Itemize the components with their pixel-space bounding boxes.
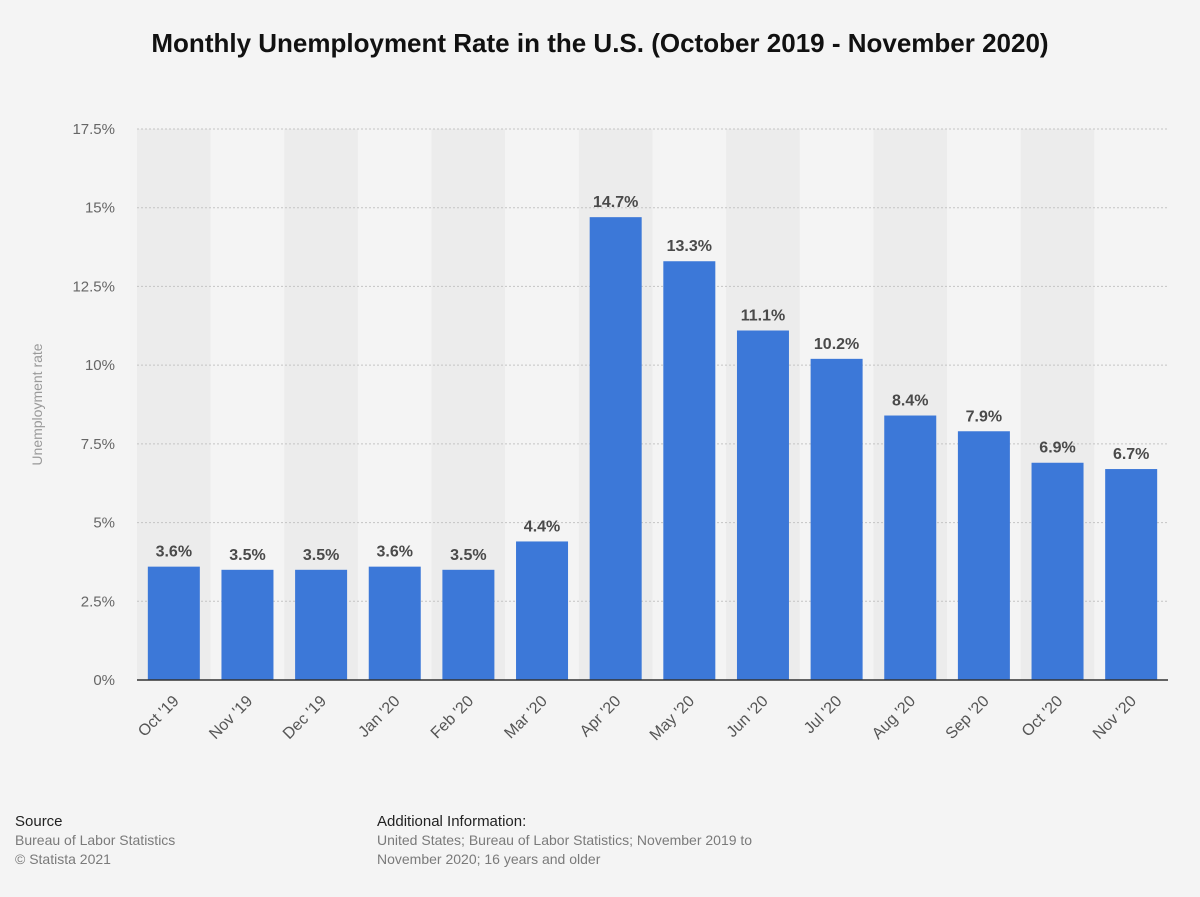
bar-value-label: 6.9% <box>1039 440 1075 457</box>
y-tick-label: 7.5% <box>81 436 115 453</box>
additional-info-line: United States; Bureau of Labor Statistic… <box>377 832 753 848</box>
additional-info-line: November 2020; 16 years and older <box>377 851 601 867</box>
y-tick-label: 15% <box>85 200 115 217</box>
x-tick-label: May '20 <box>647 693 698 744</box>
bar-value-label: 4.4% <box>524 518 560 535</box>
x-tick-label: Oct '19 <box>135 693 183 741</box>
y-tick-label: 2.5% <box>81 593 115 610</box>
y-axis-title: Unemployment rate <box>29 343 45 465</box>
y-tick-label: 10% <box>85 357 115 374</box>
bar <box>1105 469 1158 680</box>
source-block: Source Bureau of Labor Statistics © Stat… <box>15 812 315 869</box>
x-tick-label: Aug '20 <box>869 693 919 743</box>
bar <box>957 431 1010 680</box>
bar-value-label: 6.7% <box>1113 446 1149 463</box>
x-tick-label: Oct '20 <box>1019 693 1067 741</box>
bar-value-label: 3.6% <box>156 544 192 561</box>
bar <box>736 330 789 680</box>
bar <box>442 569 495 680</box>
bar-value-label: 3.6% <box>377 544 413 561</box>
bar <box>810 358 863 680</box>
x-tick-label: Jun '20 <box>724 693 772 741</box>
bar <box>516 541 569 680</box>
bar-chart: 0% 2.5% 5% 7.5% 10% 12.5% 15% 17.5% Unemployment… <box>29 121 1168 744</box>
bar <box>295 569 348 680</box>
x-tick-label: Sep '20 <box>943 693 993 743</box>
bar-value-label: 10.2% <box>814 336 859 353</box>
y-tick-label: 5% <box>93 515 115 532</box>
bar-value-label: 8.4% <box>892 393 928 410</box>
bar-value-label: 13.3% <box>667 238 712 255</box>
x-tick-label: Nov '20 <box>1090 693 1140 743</box>
bar-value-label: 3.5% <box>229 547 265 564</box>
source-heading: Source <box>15 813 63 830</box>
x-tick-label: Nov '19 <box>206 693 256 743</box>
x-tick-label: Feb '20 <box>428 693 477 742</box>
x-tick-label: Apr '20 <box>577 693 625 741</box>
bar <box>589 217 642 680</box>
copyright-line: © Statista 2021 <box>15 851 111 867</box>
y-tick-label: 12.5% <box>72 278 115 295</box>
bar <box>368 566 421 680</box>
y-tick-label: 0% <box>93 672 115 689</box>
bar <box>147 566 200 680</box>
x-tick-label: Jan '20 <box>355 693 403 741</box>
bar-value-label: 7.9% <box>966 408 1002 425</box>
bar-value-label: 3.5% <box>303 547 339 564</box>
bar-value-label: 3.5% <box>450 547 486 564</box>
additional-info-block: Additional Information: United States; B… <box>377 812 797 869</box>
x-tick-label: Mar '20 <box>501 693 550 742</box>
bar <box>663 261 716 680</box>
bar <box>221 569 274 680</box>
additional-info-heading: Additional Information: <box>377 813 527 830</box>
x-tick-label: Dec '19 <box>280 693 330 743</box>
bar <box>884 415 937 680</box>
chart-title: Monthly Unemployment Rate in the U.S. (O… <box>151 28 1049 58</box>
x-tick-label: Jul '20 <box>801 693 845 737</box>
y-tick-label: 17.5% <box>72 121 115 138</box>
bar <box>1031 462 1084 680</box>
source-line: Bureau of Labor Statistics <box>15 832 176 848</box>
bar-value-label: 14.7% <box>593 194 638 211</box>
bar-value-label: 11.1% <box>741 308 785 325</box>
